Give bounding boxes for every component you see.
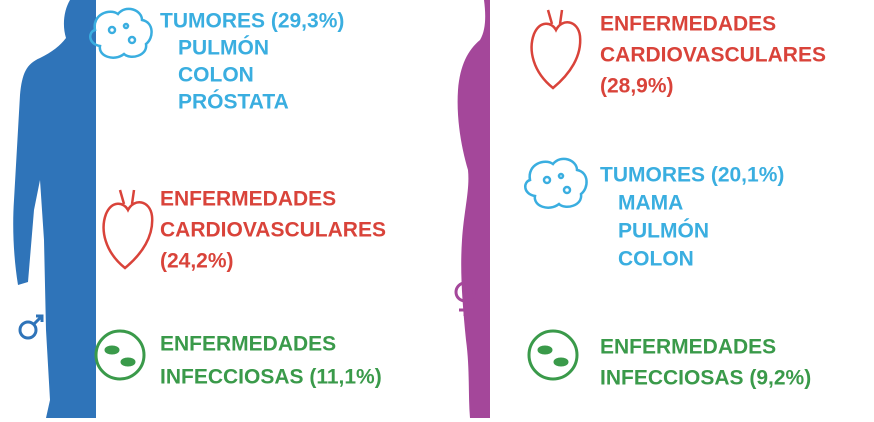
item-line: COLON: [618, 248, 694, 271]
item-line: (28,9%): [600, 75, 674, 98]
item-line: (24,2%): [160, 250, 234, 273]
item-title: ENFERMEDADES: [160, 333, 336, 356]
female-silhouette: [457, 0, 490, 418]
item-line: COLON: [178, 64, 254, 87]
item-line: INFECCIOSAS (9,2%): [600, 367, 811, 390]
heart-icon: [102, 189, 154, 270]
item-line: PULMÓN: [618, 219, 709, 243]
item-line: MAMA: [618, 192, 683, 215]
item-line: CARDIOVASCULARES: [600, 44, 826, 67]
item-title: TUMORES (20,1%): [600, 164, 784, 187]
male-symbol: [18, 314, 44, 340]
item-line: INFECCIOSAS (11,1%): [160, 366, 382, 389]
infection-icon: [94, 329, 146, 381]
infection-icon: [527, 329, 579, 381]
female-symbol: [454, 281, 476, 316]
tumor-icon: [89, 7, 153, 59]
item-line: PULMÓN: [178, 36, 269, 60]
item-title: ENFERMEDADES: [600, 13, 776, 36]
male-silhouette: [13, 0, 96, 418]
item-title: ENFERMEDADES: [600, 336, 776, 359]
item-line: PRÓSTATA: [178, 90, 289, 114]
tumor-icon: [524, 157, 588, 209]
item-line: CARDIOVASCULARES: [160, 219, 386, 242]
item-title: TUMORES (29,3%): [160, 10, 344, 33]
item-title: ENFERMEDADES: [160, 188, 336, 211]
heart-icon: [530, 9, 582, 90]
